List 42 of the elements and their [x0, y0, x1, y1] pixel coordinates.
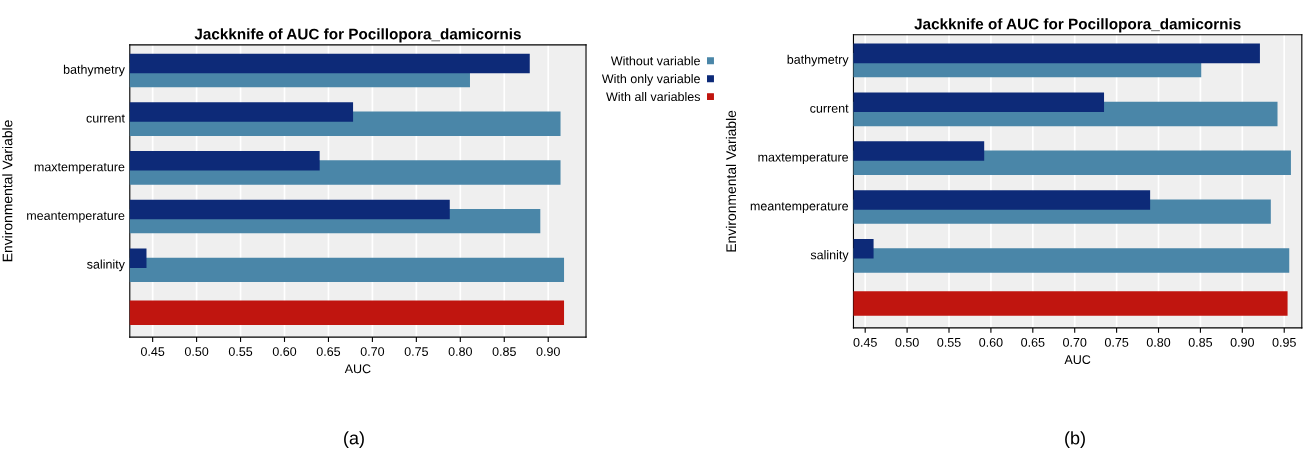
- x-tick-label: 0.55: [228, 347, 253, 356]
- x-tick-label: 0.90: [536, 347, 560, 356]
- x-tick-label: 0.50: [895, 337, 919, 347]
- x-tick-label: 0.70: [1063, 337, 1087, 347]
- text: (b): [1065, 431, 1085, 448]
- x-tick-label: 0.75: [1104, 337, 1129, 347]
- y-axis-title: Environmental Variable: [2, 120, 13, 262]
- x-tick-label: 0.60: [272, 347, 297, 356]
- y-tick-label: bathymetry: [63, 64, 125, 77]
- x-tick-label: 0.80: [448, 347, 472, 356]
- x-axis-title: AUC: [344, 364, 371, 374]
- x-tick-label: 0.65: [316, 347, 341, 356]
- x-tick-label: 0.65: [1021, 337, 1045, 347]
- y-tick-label: current: [810, 104, 849, 113]
- y-tick-label: meantemperature: [750, 202, 849, 213]
- x-axis-title: AUC: [1064, 355, 1091, 365]
- x-tick-label: 0.85: [1188, 337, 1213, 347]
- x-tick-label: 0.50: [184, 347, 209, 356]
- x-tick-label: 0.90: [1230, 337, 1254, 347]
- y-tick-label: meantemperature: [27, 211, 125, 223]
- text: (a): [344, 431, 364, 448]
- legend-label: With all variables: [606, 91, 701, 102]
- chart-title: Jackknife of AUC for Pocillopora_damicornis: [194, 28, 521, 43]
- chart-title: Jackknife of AUC for Pocillopora_damicornis: [914, 18, 1241, 33]
- legend-label: Without variable: [610, 56, 700, 66]
- y-tick-label: bathymetry: [787, 54, 849, 67]
- x-tick-label: 0.45: [140, 347, 165, 356]
- x-tick-label: 0.45: [853, 337, 877, 347]
- y-tick-label: salinity: [87, 259, 125, 272]
- y-tick-label: maxtemperature: [758, 153, 849, 165]
- y-tick-label: current: [86, 114, 125, 123]
- legend-label: With only variable: [601, 74, 700, 86]
- x-tick-label: 0.85: [492, 347, 516, 356]
- x-tick-label: 0.60: [979, 337, 1003, 347]
- y-tick-label: maxtemperature: [34, 163, 125, 174]
- y-tick-label: salinity: [810, 250, 849, 262]
- x-tick-label: 0.80: [1146, 337, 1171, 347]
- y-axis-title: Environmental Variable: [725, 110, 737, 252]
- x-tick-label: 0.55: [937, 337, 961, 347]
- x-tick-label: 0.70: [360, 347, 385, 356]
- x-tick-label: 0.95: [1272, 337, 1296, 347]
- x-tick-label: 0.75: [404, 347, 428, 356]
